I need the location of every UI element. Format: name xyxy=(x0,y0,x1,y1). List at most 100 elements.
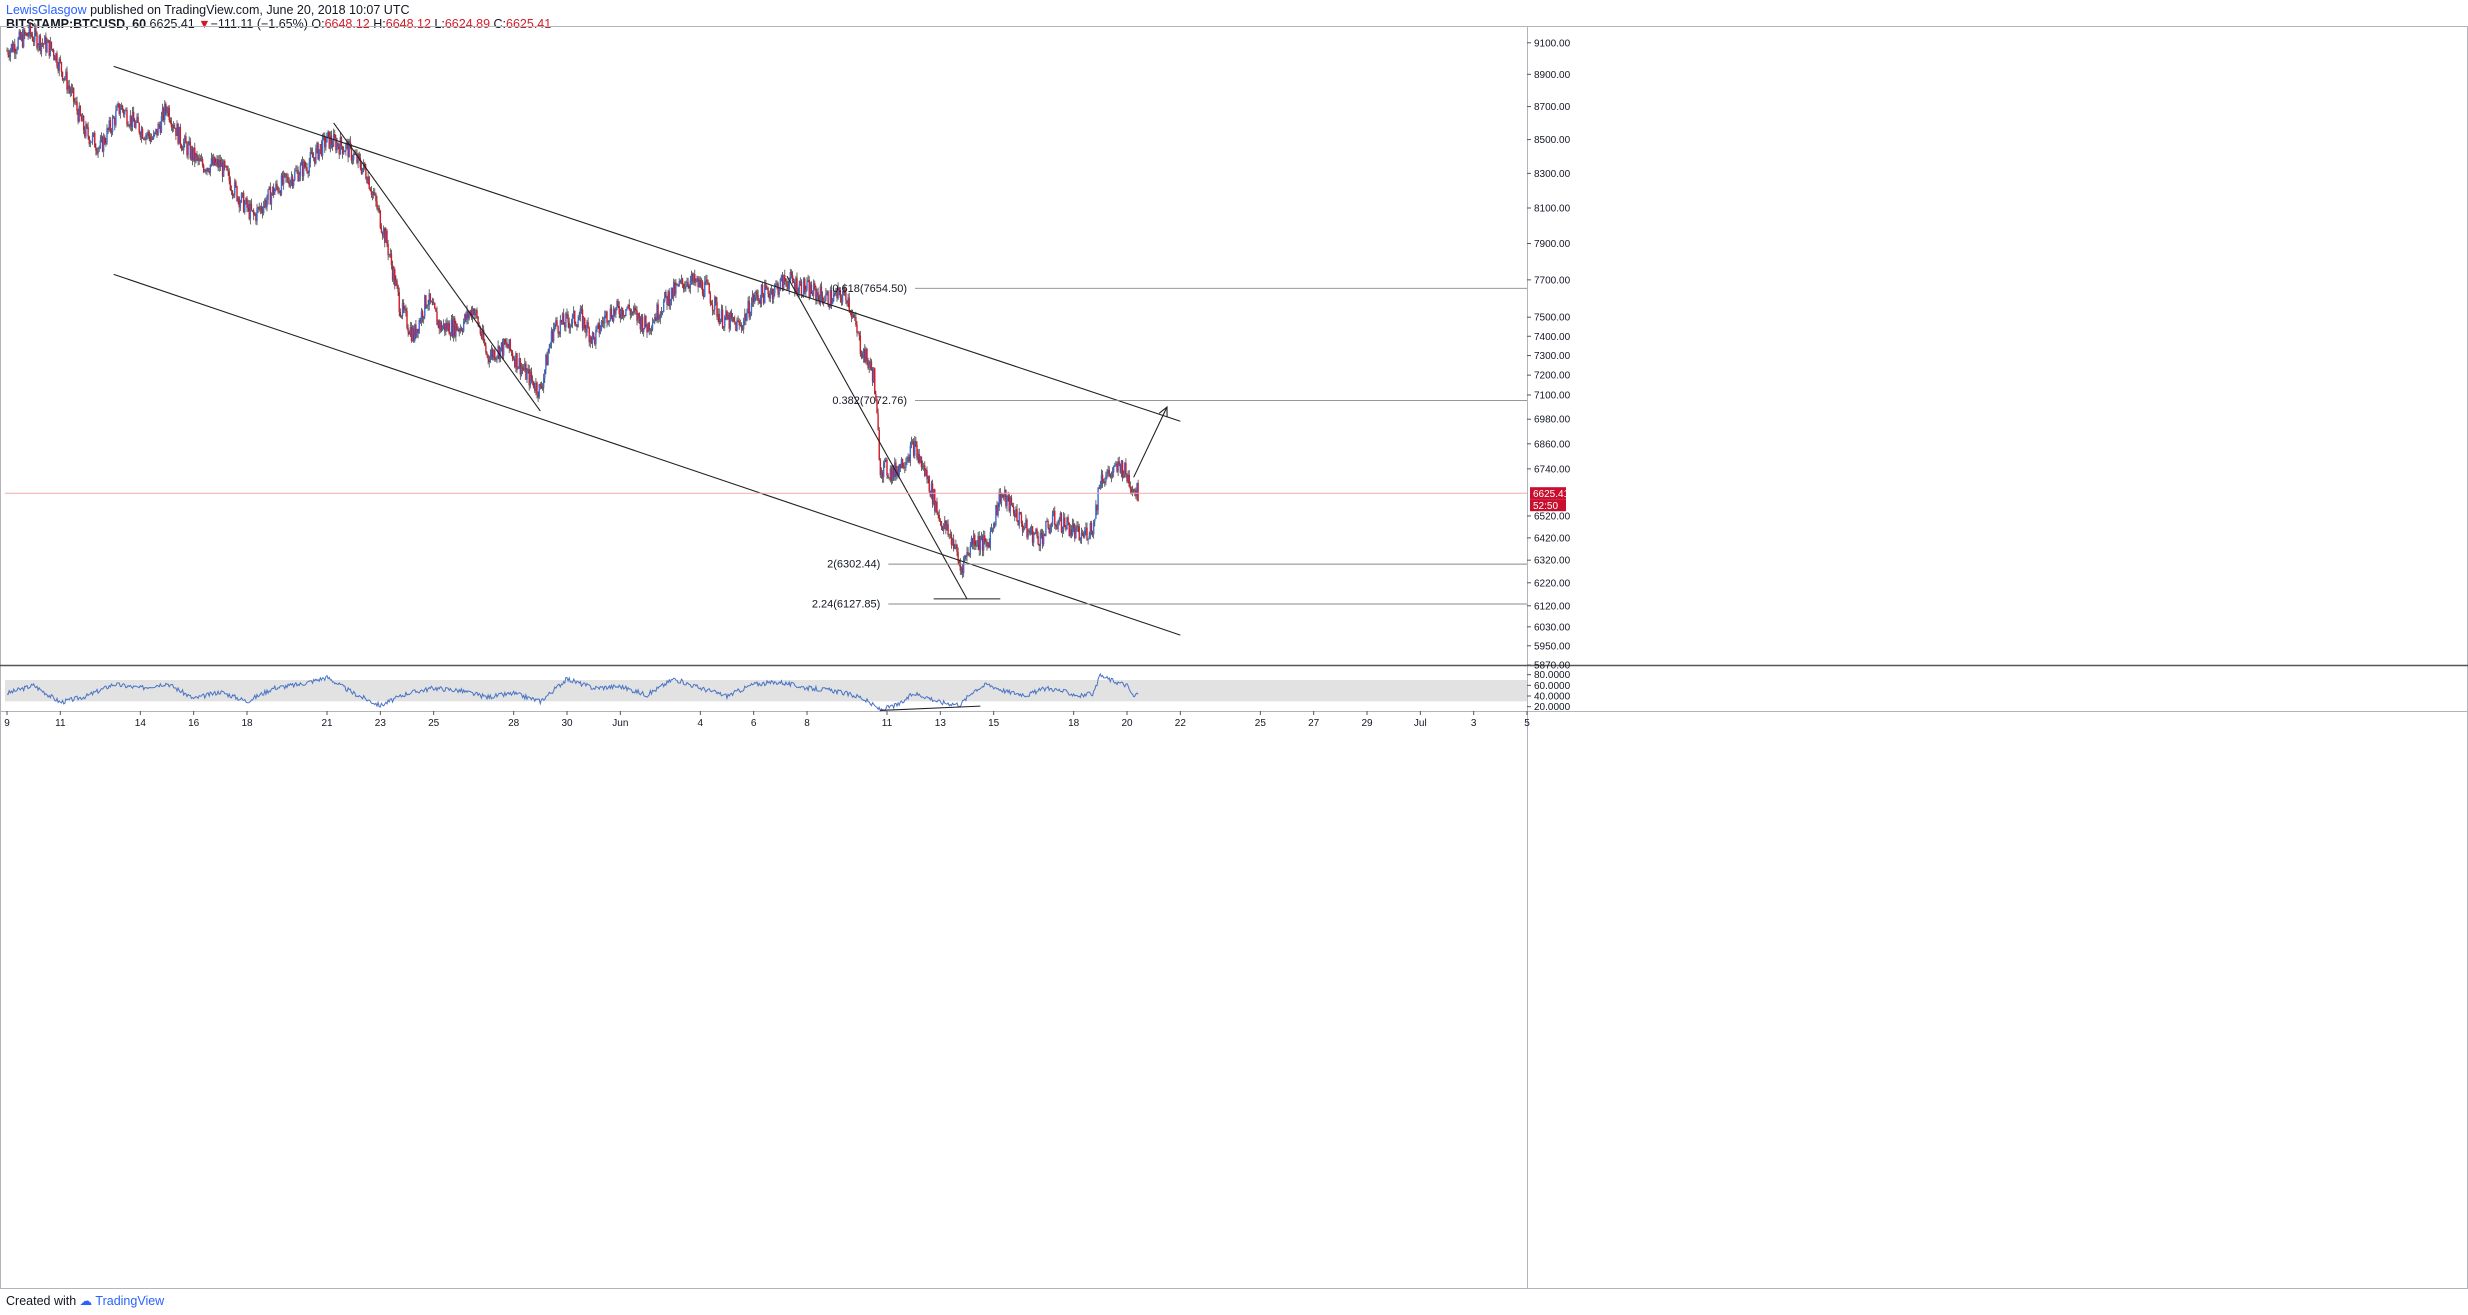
candle-body xyxy=(765,284,767,289)
candle-body xyxy=(910,441,913,446)
candles xyxy=(6,21,1139,579)
candle-body xyxy=(522,368,525,371)
candle-body xyxy=(734,321,736,323)
candle-body xyxy=(34,28,36,42)
candle-body xyxy=(18,31,20,39)
candle-body xyxy=(216,159,218,163)
candle-body xyxy=(664,291,666,302)
candle-body xyxy=(781,275,784,291)
candle-body xyxy=(724,316,726,327)
candle-body xyxy=(472,308,475,315)
candle-body xyxy=(592,332,595,338)
candle-body xyxy=(899,464,902,469)
candle-body xyxy=(495,358,497,360)
candle-body xyxy=(532,381,535,388)
candle-body xyxy=(978,535,980,551)
candle-body xyxy=(139,132,142,138)
candle-body xyxy=(106,128,108,144)
candle-body xyxy=(728,314,730,329)
candle-body xyxy=(536,382,538,395)
fib-level-label: 2(6302.44) xyxy=(827,559,880,571)
tradingview-logo-icon[interactable]: ☁ xyxy=(79,1294,93,1308)
candle-body xyxy=(19,31,22,40)
tradingview-brand[interactable]: TradingView xyxy=(95,1294,165,1308)
candle-body xyxy=(1048,527,1050,533)
candle-body xyxy=(871,369,874,382)
candle-body xyxy=(137,116,139,124)
candle-body xyxy=(804,278,806,293)
candle-body xyxy=(742,320,745,330)
candle-body xyxy=(432,303,435,305)
candle-body xyxy=(289,180,292,187)
author-link[interactable]: LewisGlasgow xyxy=(6,3,87,17)
candle-body xyxy=(661,311,664,314)
candle-body xyxy=(1007,495,1009,498)
candle-body xyxy=(555,320,557,325)
candle-body xyxy=(829,289,832,308)
candle-body xyxy=(248,204,250,219)
candle-body xyxy=(219,159,222,167)
candle-body xyxy=(622,315,625,317)
candle-body xyxy=(221,162,224,177)
candle-body xyxy=(845,292,847,301)
candle-body xyxy=(715,296,717,302)
candle-body xyxy=(610,308,613,319)
candle-body xyxy=(135,122,137,128)
candle-body xyxy=(921,466,924,468)
candle-body xyxy=(197,156,199,161)
candle-body xyxy=(376,201,378,209)
candle-body xyxy=(808,280,810,298)
candle-body xyxy=(408,332,410,335)
candle-body xyxy=(145,134,147,140)
candle-body xyxy=(146,134,148,136)
candle-body xyxy=(901,458,904,468)
candle-body xyxy=(866,348,868,361)
candle-body xyxy=(738,321,740,326)
candle-body xyxy=(397,285,399,293)
time-tick-label: 11 xyxy=(882,718,893,729)
candle-body xyxy=(71,87,74,89)
candle-body xyxy=(1050,525,1053,529)
candle-body xyxy=(681,278,684,284)
candle-body xyxy=(579,308,582,317)
candle-body xyxy=(329,135,332,149)
candle-body xyxy=(171,125,174,128)
price-tick-label: 8900.00 xyxy=(1534,70,1571,81)
time-tick-label: 8 xyxy=(804,718,810,729)
candle-body xyxy=(496,356,498,359)
rsi-tick-label: 80.0000 xyxy=(1534,670,1571,681)
candle-body xyxy=(779,279,782,290)
candle-body xyxy=(1084,530,1086,537)
candle-body xyxy=(261,210,264,214)
candle-body xyxy=(524,363,526,371)
candle-body xyxy=(1000,495,1003,503)
symbol-label[interactable]: BITSTAMP:BTCUSD, 60 xyxy=(6,17,147,31)
candle-body xyxy=(749,314,752,318)
candle-body xyxy=(1080,532,1083,540)
candle-body xyxy=(890,468,893,481)
candle-body xyxy=(992,523,995,529)
candle-body xyxy=(1137,483,1139,502)
candle-body xyxy=(334,134,336,139)
candle-body xyxy=(159,125,162,133)
candle-body xyxy=(697,277,699,288)
candle-body xyxy=(947,524,949,536)
candle-body xyxy=(974,535,976,547)
candle-body xyxy=(1132,489,1135,492)
candle-body xyxy=(156,128,158,136)
candle-body xyxy=(977,535,979,545)
fib-level-label: 2.24(6127.85) xyxy=(812,598,881,610)
candle-body xyxy=(706,279,708,283)
candle-body xyxy=(564,324,566,328)
candle-body xyxy=(1114,465,1116,467)
candle-body xyxy=(217,159,219,168)
candle-body xyxy=(1052,510,1055,516)
candle-body xyxy=(61,71,64,80)
candle-body xyxy=(911,441,914,443)
candle-body xyxy=(776,283,778,285)
candle-body xyxy=(124,110,126,115)
candle-body xyxy=(986,541,988,547)
price-tick-label: 6520.00 xyxy=(1534,511,1571,522)
candle-body xyxy=(80,115,83,122)
